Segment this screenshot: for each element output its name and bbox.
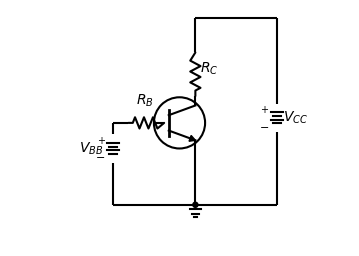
- Text: $V_{BB}$: $V_{BB}$: [79, 140, 103, 157]
- Text: −: −: [96, 153, 105, 163]
- Text: $R_B$: $R_B$: [136, 93, 154, 109]
- Circle shape: [193, 202, 198, 207]
- Text: $R_C$: $R_C$: [200, 61, 219, 77]
- Text: +: +: [261, 105, 269, 115]
- Text: $V_{CC}$: $V_{CC}$: [284, 110, 308, 126]
- Polygon shape: [189, 135, 195, 141]
- Text: −: −: [260, 123, 269, 133]
- Text: +: +: [97, 136, 105, 146]
